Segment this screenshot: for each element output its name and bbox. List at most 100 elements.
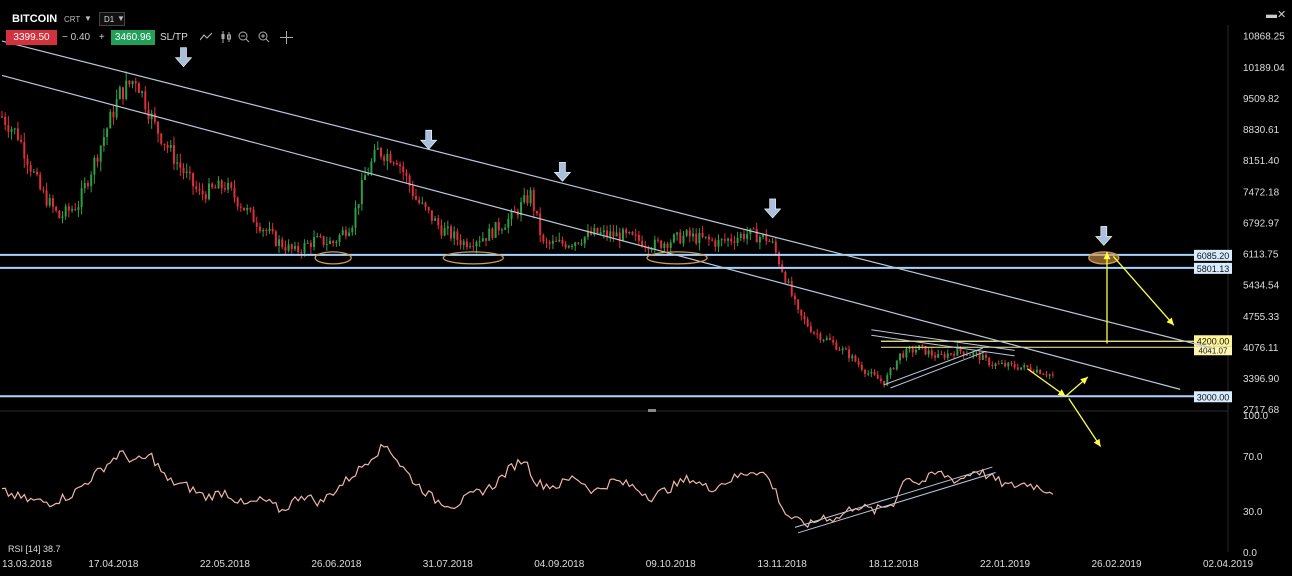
candle-body (290, 244, 293, 249)
candle-body (182, 167, 185, 174)
candle-body (172, 145, 175, 164)
price-tick-label: 9509.82 (1243, 94, 1280, 105)
price-tick-label: 6113.75 (1243, 250, 1279, 261)
candle-body (485, 238, 488, 241)
candle-body (271, 228, 274, 232)
candle-body (975, 352, 978, 354)
candle-body (354, 208, 357, 228)
candle-body (676, 232, 679, 235)
projection-arrow-head (1080, 377, 1088, 385)
candle-body (510, 211, 513, 219)
candle-body (157, 121, 160, 134)
ask-price[interactable]: 3460.96 (111, 30, 155, 45)
candle-body (370, 161, 373, 174)
candle-body (1007, 362, 1010, 367)
candle-body (883, 380, 886, 386)
support-ellipse (442, 251, 504, 265)
candle-body (679, 232, 682, 244)
candle-body (274, 231, 277, 246)
candle-body (379, 147, 382, 157)
candle-body (360, 180, 363, 205)
zoom-out-icon[interactable] (238, 31, 250, 43)
candle-body (112, 111, 115, 118)
candle-body (341, 230, 344, 235)
candle-body (848, 349, 851, 359)
candle-body (984, 354, 987, 358)
candle-body (32, 171, 35, 173)
symbol-dropdown-icon[interactable]: ▼ (84, 14, 92, 23)
candle-body (994, 363, 997, 366)
candle-body (1, 116, 3, 118)
candle-body (472, 246, 475, 248)
candle-body (491, 228, 494, 238)
candle-body (758, 236, 761, 243)
candle-body (539, 213, 542, 235)
support-ellipse (1088, 251, 1120, 265)
candle-body (618, 232, 621, 242)
candle-body (207, 183, 210, 200)
date-tick-label: 22.01.2019 (980, 559, 1030, 570)
timeframe-select[interactable]: D1 (99, 12, 125, 26)
candle-body (599, 232, 602, 235)
candle-body (389, 153, 392, 163)
candle-body (1016, 367, 1019, 370)
date-tick-label: 26.06.2018 (311, 559, 361, 570)
level-label-box (1194, 391, 1232, 403)
candle-body (118, 87, 121, 100)
candle-body (717, 239, 720, 247)
candle-body (863, 369, 866, 374)
price-tick-label: 8151.40 (1243, 156, 1280, 167)
candle-body (246, 207, 249, 211)
sltp-button[interactable]: SL/TP (160, 32, 188, 43)
rsi-trendline (794, 466, 993, 528)
rsi-line (1, 443, 1054, 529)
candle-body (74, 209, 77, 211)
candle-body (128, 80, 131, 85)
candle-body (797, 299, 800, 310)
candle-body (930, 350, 933, 356)
trendline (1, 40, 1213, 349)
candle-body (313, 237, 316, 248)
candle-body (535, 210, 538, 214)
candle-body (26, 158, 29, 165)
projection-arrow-line (1027, 368, 1066, 397)
candle-body (567, 246, 570, 248)
crosshair-icon[interactable] (280, 31, 293, 44)
date-tick-label: 26.02.2019 (1092, 559, 1142, 570)
candle-body (319, 236, 322, 238)
candle-body (927, 350, 930, 355)
candle-body (774, 241, 777, 253)
symbol-type[interactable]: CRT (64, 15, 81, 24)
triangle-line (883, 347, 983, 386)
window-controls[interactable]: ▬✕ (1266, 9, 1287, 21)
candle-body (376, 147, 379, 150)
candle-body (892, 368, 895, 370)
candle-body (469, 246, 472, 248)
candle-body (997, 363, 1000, 365)
price-tick-label: 7472.18 (1243, 187, 1280, 198)
triangle-line (890, 350, 987, 389)
symbol-name[interactable]: BITCOIN (12, 13, 58, 25)
candle-body (450, 226, 452, 239)
candle-body (227, 182, 230, 190)
candle-body (606, 230, 609, 237)
candle-body (657, 239, 659, 241)
candle-body (965, 354, 968, 356)
candle-body (399, 164, 402, 167)
zoom-in-icon[interactable] (258, 31, 270, 43)
candle-body (265, 229, 268, 232)
candles-icon[interactable] (220, 31, 232, 43)
candle-body (198, 189, 201, 191)
down-arrow-icon (174, 47, 193, 68)
candle-body (233, 187, 236, 198)
candle-body (405, 172, 408, 176)
line-chart-icon[interactable] (200, 32, 212, 42)
candle-body (551, 240, 554, 244)
bid-price[interactable]: 3399.50 (6, 30, 57, 45)
candle-body (854, 355, 857, 362)
timeframe-dropdown-icon[interactable]: ▼ (117, 14, 125, 23)
date-tick-label: 02.04.2019 (1203, 559, 1253, 570)
candle-body (214, 187, 217, 189)
date-tick-label: 17.04.2018 (88, 559, 138, 570)
